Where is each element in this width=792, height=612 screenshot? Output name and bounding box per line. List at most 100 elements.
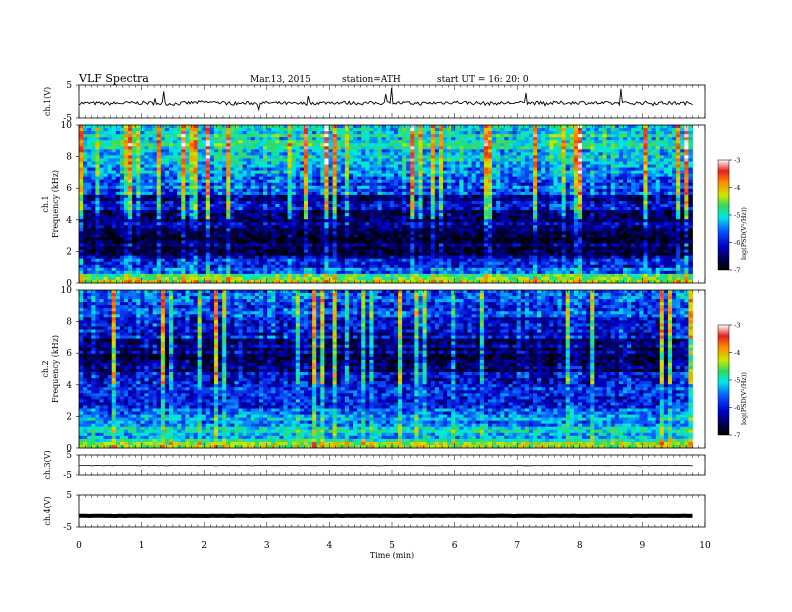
psd-cell xyxy=(655,131,661,135)
psd-cell xyxy=(152,134,158,138)
psd-cell xyxy=(83,216,88,220)
psd-cell xyxy=(582,173,587,178)
psd-cell xyxy=(569,194,575,199)
psd-cell xyxy=(209,125,215,129)
psd-cell xyxy=(95,170,100,175)
psd-cell xyxy=(414,152,419,156)
psd-cell xyxy=(234,182,239,187)
psd-cell xyxy=(303,170,309,175)
psd-cell xyxy=(647,131,652,135)
psd-cell xyxy=(353,140,358,144)
psd-cell xyxy=(205,155,211,159)
psd-cell xyxy=(438,161,444,165)
psd-cell xyxy=(173,188,178,193)
psd-cell xyxy=(328,173,333,178)
psd-cell xyxy=(651,152,657,156)
psd-cell xyxy=(218,170,223,175)
psd-cell xyxy=(332,155,338,159)
psd-cell xyxy=(451,173,456,178)
psd-cell xyxy=(582,185,587,190)
psd-cell xyxy=(173,143,178,147)
psd-cell xyxy=(136,125,141,129)
psd-cell xyxy=(467,155,473,159)
psd-cell xyxy=(136,207,141,211)
psd-cell xyxy=(185,140,190,144)
psd-cell xyxy=(373,125,378,129)
psd-cell xyxy=(434,179,440,184)
psd-cell xyxy=(500,170,505,175)
psd-cell xyxy=(528,213,534,217)
psd-cell xyxy=(504,188,509,193)
psd-cell xyxy=(115,128,121,132)
psd-cell xyxy=(344,158,350,162)
psd-cell xyxy=(524,213,530,217)
psd-cell xyxy=(516,204,522,208)
psd-cell xyxy=(238,185,243,190)
psd-cell xyxy=(320,210,325,214)
psd-cell xyxy=(463,200,468,205)
psd-cell xyxy=(144,210,149,214)
psd-cell xyxy=(295,188,301,193)
psd-cell xyxy=(246,216,252,220)
psd-cell xyxy=(320,176,325,181)
psd-cell xyxy=(152,210,158,214)
psd-cell xyxy=(688,170,693,175)
psd-cell xyxy=(483,146,489,150)
psd-cell xyxy=(91,164,96,168)
psd-cell xyxy=(320,185,325,190)
psd-cell xyxy=(475,131,481,135)
psd-cell xyxy=(598,204,603,208)
psd-cell xyxy=(230,207,235,211)
psd-cell xyxy=(299,216,305,220)
psd-cell xyxy=(631,216,636,220)
psd-cell xyxy=(602,149,607,153)
psd-cell xyxy=(385,179,391,184)
psd-cell xyxy=(455,128,460,132)
psd-cell xyxy=(385,176,391,181)
psd-cell xyxy=(594,134,599,138)
psd-cell xyxy=(234,219,239,223)
psd-cell xyxy=(136,197,141,202)
psd-cell xyxy=(381,152,387,156)
psd-cell xyxy=(385,158,391,162)
psd-cell xyxy=(87,140,92,144)
psd-cell xyxy=(242,179,248,184)
psd-cell xyxy=(402,194,407,199)
psd-cell xyxy=(197,167,203,171)
y-tick-label: -5 xyxy=(63,114,72,124)
psd-cell xyxy=(283,182,288,187)
psd-cell xyxy=(463,140,468,144)
psd-cell xyxy=(177,137,182,141)
psd-cell xyxy=(459,191,464,196)
psd-cell xyxy=(553,185,558,190)
psd-cell xyxy=(287,149,293,153)
psd-cell xyxy=(111,213,117,217)
psd-cell xyxy=(422,143,428,147)
psd-cell xyxy=(500,131,505,135)
psd-cell xyxy=(430,219,436,223)
psd-cell xyxy=(168,131,174,135)
psd-cell xyxy=(369,173,374,178)
psd-cell xyxy=(655,155,661,159)
psd-cell xyxy=(164,149,170,153)
psd-cell xyxy=(582,200,587,205)
psd-cell xyxy=(348,152,354,156)
psd-cell xyxy=(594,155,599,159)
psd-cell xyxy=(606,191,612,196)
psd-cell xyxy=(185,167,190,171)
psd-cell xyxy=(287,216,293,220)
psd-cell xyxy=(340,176,346,181)
psd-cell xyxy=(455,149,460,153)
psd-cell xyxy=(577,149,583,153)
psd-cell xyxy=(594,131,599,135)
psd-cell xyxy=(340,188,346,193)
psd-cell xyxy=(618,161,624,165)
psd-cell xyxy=(516,161,522,165)
psd-cell xyxy=(291,170,297,175)
psd-cell xyxy=(569,204,575,208)
psd-cell xyxy=(614,164,620,168)
psd-cell xyxy=(582,140,587,144)
psd-cell xyxy=(250,137,256,141)
psd-cell xyxy=(156,146,162,150)
psd-cell xyxy=(148,185,154,190)
